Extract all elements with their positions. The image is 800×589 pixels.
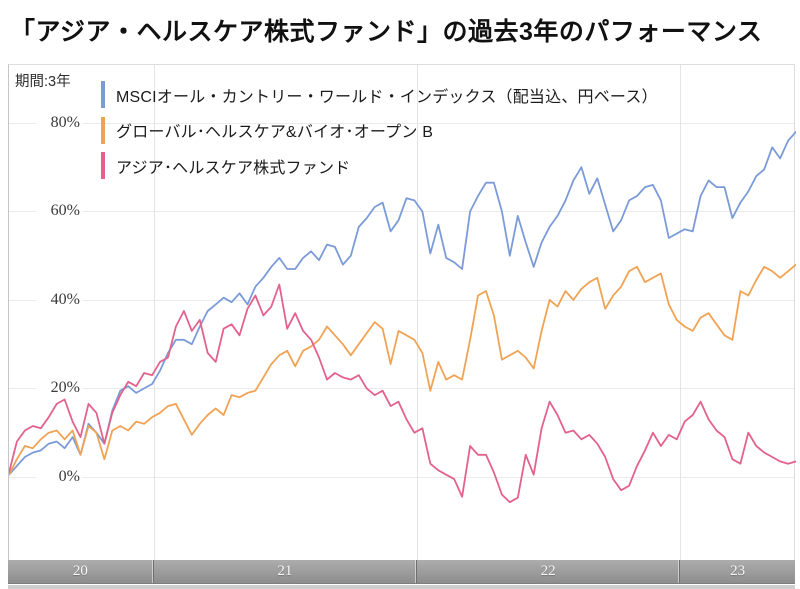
legend-swatch-icon — [101, 116, 105, 144]
y-gridline — [9, 476, 794, 478]
y-tick-label: 80% — [36, 113, 82, 132]
legend-swatch-icon — [101, 152, 105, 179]
bottom-strip — [8, 585, 795, 589]
page-title: 「アジア・ヘルスケア株式ファンド」の過去3年のパフォーマンス — [10, 18, 763, 46]
legend: MSCIオール・カントリー・ワールド・インデックス（配当込、円ベース） グローバル… — [101, 81, 658, 188]
y-gridline — [9, 388, 794, 390]
year-segment-label: 22 — [416, 560, 679, 583]
y-gridline — [9, 122, 794, 124]
y-tick-label: 60% — [36, 202, 82, 221]
y-tick-label: 0% — [36, 467, 82, 486]
y-tick-label: 40% — [36, 290, 82, 309]
plot-area — [9, 130, 796, 504]
period-label: 期間:3年 — [15, 70, 74, 91]
year-segment-label: 23 — [679, 560, 795, 583]
y-tick-label: 20% — [36, 379, 82, 398]
legend-item-0: MSCIオール・カントリー・ワールド・インデックス（配当込、円ベース） — [101, 81, 658, 108]
series-line-1 — [9, 263, 796, 476]
chart-panel: 0% 20% 40% 60% 80% 期間:3年 MSCIオール・カントリー・ワールド・… — [8, 64, 796, 560]
legend-item-2: アジア･ヘルスケア株式ファンド — [101, 152, 658, 179]
legend-label: グローバル･ヘルスケア&バイオ･オープン B — [116, 124, 434, 141]
legend-item-1: グローバル･ヘルスケア&バイオ･オープン B — [101, 116, 658, 144]
x-gridline — [153, 65, 155, 560]
legend-label: アジア･ヘルスケア株式ファンド — [116, 159, 351, 177]
year-segment-label: 21 — [152, 560, 416, 583]
x-axis-year-bar: 20 21 22 23 — [8, 560, 795, 584]
series-line-2 — [9, 283, 796, 504]
legend-label: MSCIオール・カントリー・ワールド・インデックス（配当込、円ベース） — [116, 88, 658, 106]
x-gridline — [680, 65, 682, 560]
x-gridline — [417, 65, 418, 560]
y-gridline — [9, 299, 794, 301]
series-line-0 — [9, 130, 796, 476]
year-segment-label: 20 — [8, 560, 153, 583]
legend-swatch-icon — [101, 81, 105, 108]
